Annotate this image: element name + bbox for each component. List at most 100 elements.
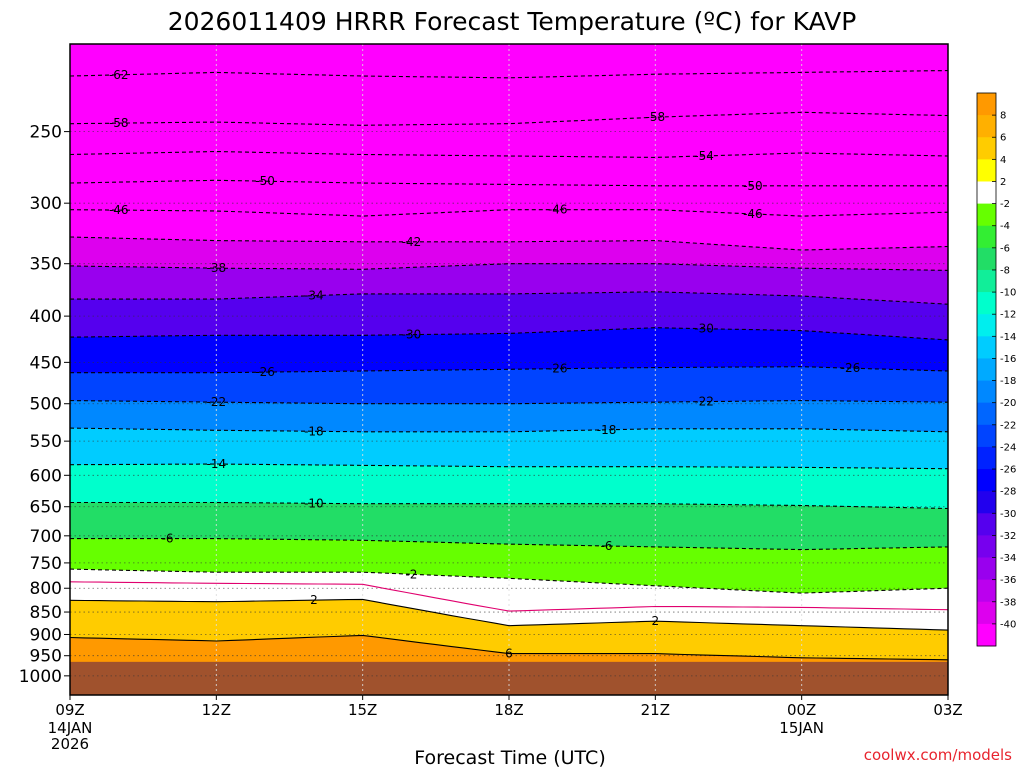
credit-text[interactable]: coolwx.com/models — [864, 746, 1012, 764]
temperature-cell — [882, 628, 887, 660]
temperature-cell — [606, 263, 611, 294]
temperature-cell — [306, 503, 311, 541]
temperature-cell — [890, 369, 895, 403]
temperature-cell — [714, 328, 719, 368]
temperature-cell — [914, 302, 919, 339]
temperature-cell — [754, 154, 759, 187]
temperature-cell — [614, 402, 619, 431]
temperature-cell — [802, 112, 807, 154]
temperature-cell — [626, 402, 631, 430]
temperature-cell — [666, 264, 671, 293]
temperature-cell — [354, 215, 359, 243]
temperature-cell — [210, 335, 215, 374]
temperature-cell — [674, 606, 679, 623]
temperature-cell — [678, 44, 683, 75]
temperature-cell — [530, 610, 535, 626]
temperature-cell — [266, 430, 271, 466]
temperature-cell — [562, 263, 567, 294]
temperature-cell — [370, 154, 375, 184]
temperature-cell — [510, 544, 515, 580]
isotherm-line — [70, 111, 948, 126]
temperature-cell — [890, 590, 895, 610]
temperature-cell — [886, 507, 891, 549]
temperature-cell — [794, 249, 799, 269]
temperature-cell — [922, 431, 927, 470]
temperature-cell — [266, 241, 271, 270]
temperature-cell — [222, 372, 227, 403]
temperature-cell — [630, 263, 635, 293]
temperature-cell — [354, 75, 359, 126]
temperature-cell — [830, 607, 835, 628]
temperature-cell — [534, 209, 539, 243]
temperature-cell — [434, 155, 439, 185]
temperature-cell — [894, 608, 899, 630]
temperature-cell — [246, 402, 251, 432]
temperature-cell — [90, 538, 95, 571]
temperature-cell — [134, 266, 139, 300]
x-tick-label: 12Z — [202, 701, 231, 719]
temperature-cell — [230, 211, 235, 242]
temperature-cell — [770, 295, 775, 331]
isotherm-minus62: -62 — [70, 68, 948, 82]
temperature-cell — [826, 185, 831, 216]
temperature-cell — [430, 370, 435, 405]
temperature-cell — [70, 464, 75, 504]
colorbar-swatch — [977, 623, 996, 647]
temperature-cell — [330, 182, 335, 216]
temperature-cell — [814, 268, 819, 298]
temperature-cell — [574, 545, 579, 583]
temperature-cell — [598, 329, 603, 369]
temperature-cell — [910, 269, 915, 303]
temperature-cell — [94, 209, 99, 239]
temperature-cell — [870, 627, 875, 660]
temperature-cell — [798, 44, 803, 74]
temperature-cell — [270, 268, 275, 298]
temperature-cell — [790, 330, 795, 368]
temperature-cell — [630, 328, 635, 369]
temperature-cell — [590, 368, 595, 404]
temperature-cell — [186, 210, 191, 241]
temperature-cell — [378, 268, 383, 295]
temperature-cell — [602, 75, 607, 121]
temperature-cell — [718, 367, 723, 403]
temperature-cell — [78, 464, 83, 504]
temperature-cell — [442, 241, 447, 267]
temperature-cell — [330, 465, 335, 505]
temperature-cell — [578, 330, 583, 370]
temperature-cell — [806, 505, 811, 551]
temperature-cell — [258, 240, 263, 270]
temperature-cell — [782, 467, 787, 506]
temperature-cell — [630, 584, 635, 608]
temperature-cell — [294, 572, 299, 585]
temperature-cell — [234, 572, 239, 585]
temperature-cell — [118, 600, 123, 640]
temperature-cell — [674, 466, 679, 505]
temperature-cell — [318, 124, 323, 155]
temperature-cell — [598, 241, 603, 265]
temperature-cell — [806, 467, 811, 507]
temperature-cell — [474, 619, 479, 651]
temperature-cell — [78, 502, 83, 540]
isotherm-0 — [70, 581, 948, 612]
temperature-cell — [594, 368, 599, 404]
temperature-cell — [406, 607, 411, 642]
colorbar-tick-label: -32 — [1000, 531, 1016, 542]
temperature-cell — [278, 572, 283, 585]
isotherm-label: -46 — [109, 203, 129, 217]
temperature-cell — [106, 582, 111, 602]
temperature-cell — [290, 464, 295, 504]
temperature-cell — [218, 151, 223, 181]
temperature-cell — [558, 44, 563, 78]
colorbar-tick-label: -24 — [1000, 442, 1016, 453]
temperature-cell — [674, 44, 679, 75]
temperature-cell — [874, 368, 879, 402]
temperature-cell — [586, 263, 591, 294]
temperature-cell — [706, 44, 711, 75]
colorbar-tick-label: -34 — [1000, 553, 1016, 564]
temperature-cell — [398, 267, 403, 295]
temperature-cell — [674, 73, 679, 118]
temperature-cell — [218, 372, 223, 403]
temperature-cell — [418, 541, 423, 576]
temperature-cell — [562, 331, 567, 370]
